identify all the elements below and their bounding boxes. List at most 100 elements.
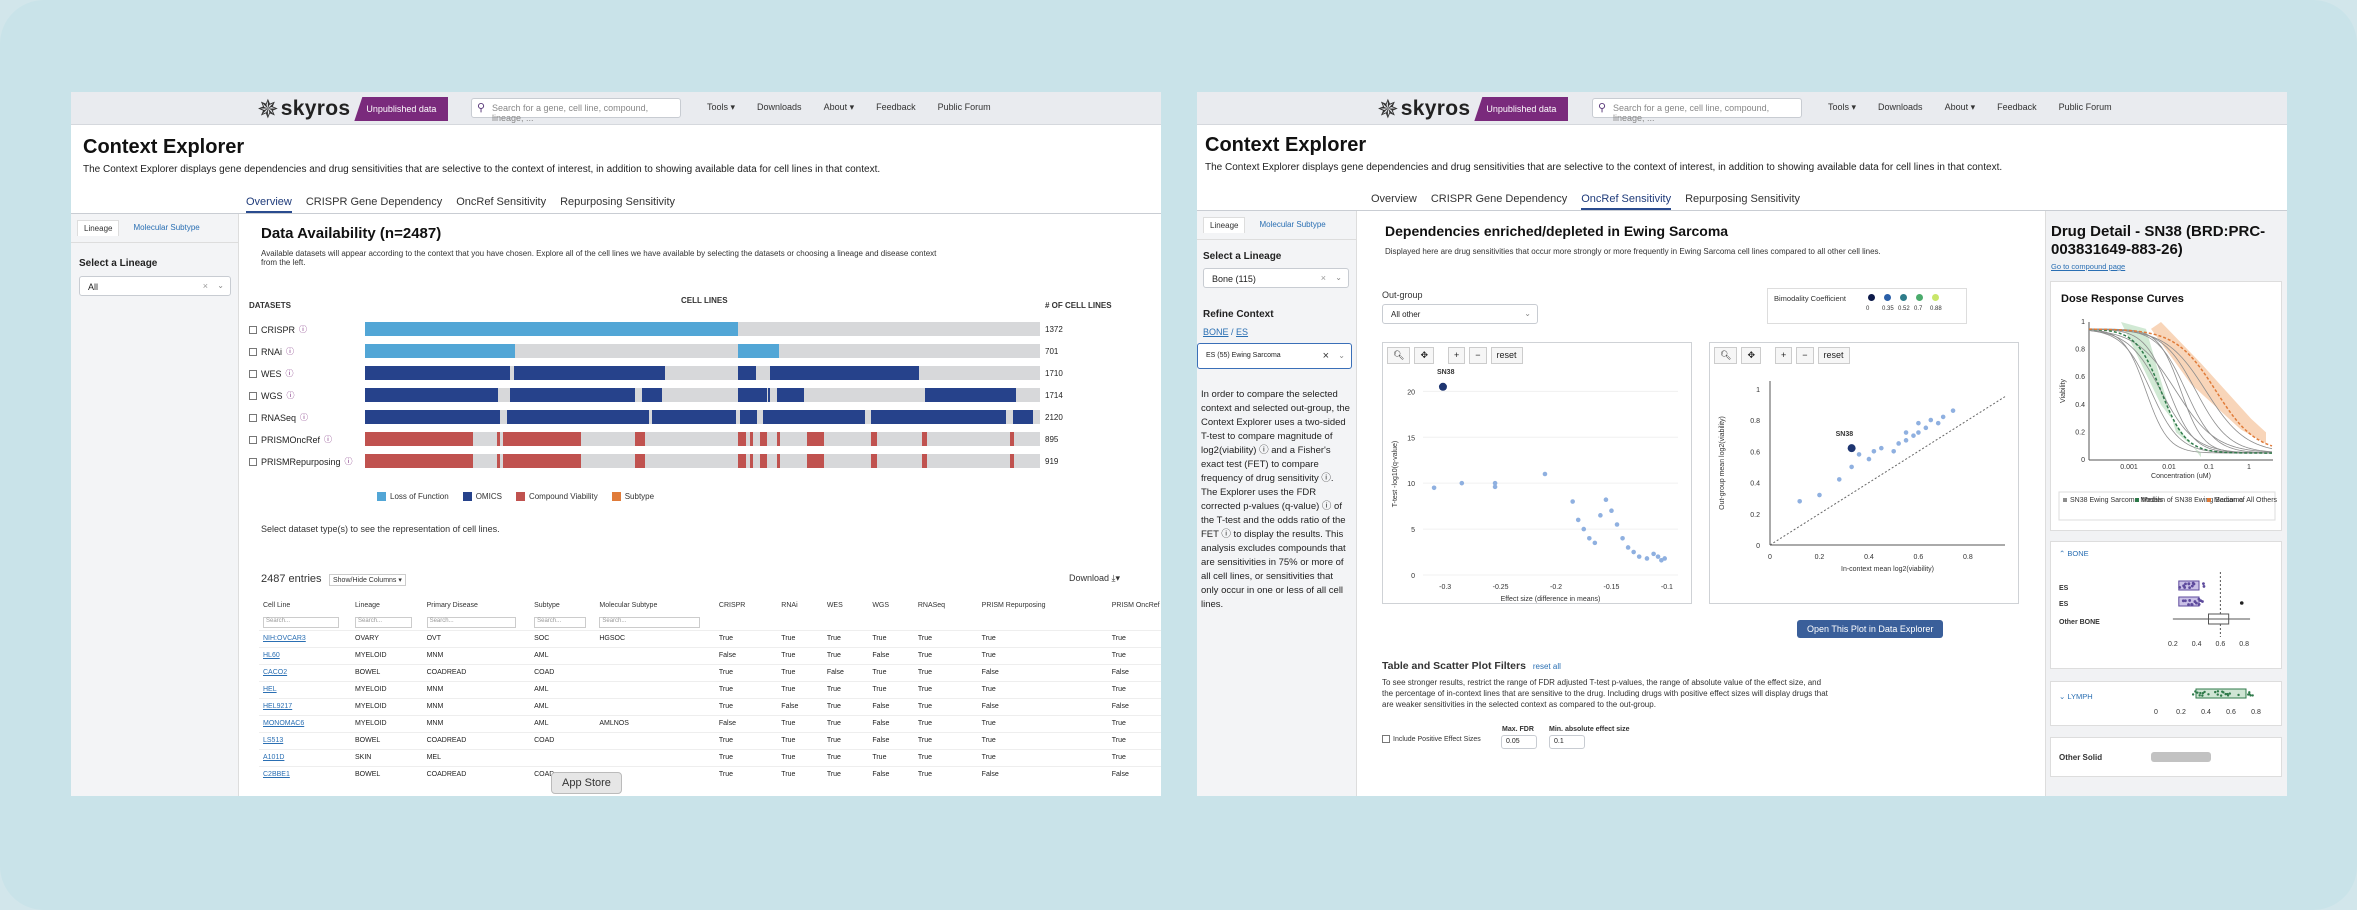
brand-logo[interactable]: ✵ skyros Unpublished data: [257, 96, 448, 122]
sidebar-tab-lineage[interactable]: Lineage: [77, 220, 119, 236]
volcano-plot[interactable]: 🔍︎ ✥ + − reset -0.3 -0.25 -0.2 -0.15 -0.1 0 5 10 1…: [1382, 342, 1692, 604]
max-fdr-input[interactable]: 0.05: [1501, 735, 1537, 749]
zoom-icon[interactable]: 🔍︎: [1387, 347, 1410, 364]
breadcrumb-es[interactable]: ES: [1236, 327, 1248, 337]
nav-downloads[interactable]: Downloads: [757, 102, 802, 113]
tab-oncref[interactable]: OncRef Sensitivity: [1581, 193, 1671, 210]
dataset-checkbox-wgs[interactable]: WGS ⓘ: [249, 390, 295, 401]
nav-tools[interactable]: Tools ▾: [707, 102, 735, 113]
column-search-input[interactable]: Search...: [263, 617, 339, 628]
column-header[interactable]: Lineage: [351, 595, 423, 615]
column-header[interactable]: WGS: [868, 595, 914, 615]
bone-section-toggle[interactable]: ⌃ BONE: [2059, 549, 2089, 558]
column-header[interactable]: WES: [823, 595, 869, 615]
nav-forum[interactable]: Public Forum: [2059, 102, 2112, 113]
column-header[interactable]: RNASeq: [914, 595, 978, 615]
dataset-checkbox-crispr[interactable]: CRISPR ⓘ: [249, 324, 307, 335]
outgroup-select[interactable]: All other ⌄: [1382, 304, 1538, 324]
tab-overview[interactable]: Overview: [246, 196, 292, 213]
cell-line-link[interactable]: HEL: [259, 681, 351, 698]
pan-icon[interactable]: ✥: [1414, 347, 1434, 364]
zoom-out-button[interactable]: −: [1796, 347, 1813, 364]
checkbox[interactable]: [249, 370, 257, 378]
brand-logo[interactable]: ✵ skyros Unpublished data: [1377, 96, 1568, 122]
column-header[interactable]: RNAi: [777, 595, 823, 615]
clear-icon[interactable]: ×: [1323, 350, 1329, 362]
viability-scatter[interactable]: 🔍︎ ✥ + − reset 0 0.2 0.4 0.6 0.8 0 0.2 0.4 0.6 0.8 1…: [1709, 342, 2019, 604]
info-icon[interactable]: ⓘ: [286, 346, 294, 357]
table-row[interactable]: HL60 MYELOID MNM AML False True True False True T…: [259, 647, 1161, 664]
table-row[interactable]: NIH:OVCAR3 OVARY OVT SOC HGSOC True True True Tr…: [259, 630, 1161, 647]
reset-button[interactable]: reset: [1818, 347, 1850, 364]
table-row[interactable]: HEL MYELOID MNM AML True True True True True True…: [259, 681, 1161, 698]
lineage-select[interactable]: Bone (115) × ⌄: [1203, 268, 1349, 288]
download-button[interactable]: Download ⤓▾: [1069, 573, 1120, 584]
dataset-checkbox-prismoncref[interactable]: PRISMOncRef ⓘ: [249, 434, 332, 445]
checkbox[interactable]: [249, 392, 257, 400]
sidebar-tab-subtype[interactable]: Molecular Subtype: [133, 220, 199, 236]
sidebar-tab-subtype[interactable]: Molecular Subtype: [1259, 217, 1325, 233]
min-effect-input[interactable]: 0.1: [1549, 735, 1585, 749]
table-row[interactable]: A101D SKIN MEL True True True True True True True: [259, 749, 1161, 766]
nav-feedback[interactable]: Feedback: [1997, 102, 2037, 113]
dataset-checkbox-wes[interactable]: WES ⓘ: [249, 368, 294, 379]
cell-line-link[interactable]: A101D: [259, 749, 351, 766]
nav-about[interactable]: About ▾: [824, 102, 855, 113]
chevron-down-icon[interactable]: ⌄: [1335, 273, 1342, 282]
cell-line-link[interactable]: LS513: [259, 732, 351, 749]
nav-about[interactable]: About ▾: [1945, 102, 1976, 113]
include-positive-checkbox[interactable]: Include Positive Effect Sizes: [1382, 735, 1481, 743]
open-data-explorer-button[interactable]: Open This Plot in Data Explorer: [1797, 620, 1943, 638]
table-row[interactable]: LS513 BOWEL COADREAD COAD True True True False T…: [259, 732, 1161, 749]
cell-line-link[interactable]: NIH:OVCAR3: [259, 630, 351, 647]
search-input[interactable]: ⚲ Search for a gene, cell line, compound…: [471, 98, 681, 118]
info-icon[interactable]: ⓘ: [286, 368, 294, 379]
checkbox[interactable]: [249, 458, 257, 466]
show-hide-columns-button[interactable]: Show/Hide Columns ▾: [329, 574, 406, 586]
search-input[interactable]: ⚲ Search for a gene, cell line, compound…: [1592, 98, 1802, 118]
tab-repurposing[interactable]: Repurposing Sensitivity: [1685, 193, 1800, 210]
cell-line-link[interactable]: CACO2: [259, 664, 351, 681]
sidebar-tab-lineage[interactable]: Lineage: [1203, 217, 1245, 233]
column-header[interactable]: PRISM Repurposing: [978, 595, 1108, 615]
column-header[interactable]: PRISM OncRef: [1108, 595, 1161, 615]
table-row[interactable]: CACO2 BOWEL COADREAD COAD True True False True T…: [259, 664, 1161, 681]
checkbox[interactable]: [249, 326, 257, 334]
tab-crispr[interactable]: CRISPR Gene Dependency: [1431, 193, 1567, 210]
checkbox[interactable]: [249, 414, 257, 422]
tab-crispr[interactable]: CRISPR Gene Dependency: [306, 196, 442, 213]
info-icon[interactable]: ⓘ: [345, 456, 353, 467]
lineage-select[interactable]: All × ⌄: [79, 276, 231, 296]
column-search-input[interactable]: Search...: [534, 617, 586, 628]
column-header[interactable]: Subtype: [530, 595, 595, 615]
column-search-input[interactable]: Search...: [427, 617, 517, 628]
lymph-section-toggle[interactable]: ⌄ LYMPH: [2059, 692, 2093, 701]
zoom-icon[interactable]: 🔍︎: [1714, 347, 1737, 364]
tab-overview[interactable]: Overview: [1371, 193, 1417, 210]
zoom-in-button[interactable]: +: [1448, 347, 1465, 364]
table-row[interactable]: MONOMAC6 MYELOID MNM AML AMLNOS False True True…: [259, 715, 1161, 732]
reset-all-link[interactable]: reset all: [1533, 662, 1561, 671]
tab-repurposing[interactable]: Repurposing Sensitivity: [560, 196, 675, 213]
table-row[interactable]: HEL9217 MYELOID MNM AML True False True False Tr…: [259, 698, 1161, 715]
dataset-checkbox-rnaseq[interactable]: RNASeq ⓘ: [249, 412, 308, 423]
app-store-tooltip[interactable]: App Store: [551, 772, 622, 794]
cell-line-link[interactable]: MONOMAC6: [259, 715, 351, 732]
cell-line-link[interactable]: HEL9217: [259, 698, 351, 715]
context-select[interactable]: ES (55) Ewing Sarcoma × ⌄: [1197, 343, 1352, 369]
table-row[interactable]: C2BBE1 BOWEL COADREAD COAD True True True False…: [259, 766, 1161, 783]
nav-forum[interactable]: Public Forum: [938, 102, 991, 113]
checkbox[interactable]: [249, 348, 257, 356]
cell-line-link[interactable]: HL60: [259, 647, 351, 664]
compound-page-link[interactable]: Go to compound page: [2051, 262, 2125, 271]
zoom-out-button[interactable]: −: [1469, 347, 1486, 364]
column-header[interactable]: Molecular Subtype: [595, 595, 715, 615]
pan-icon[interactable]: ✥: [1741, 347, 1761, 364]
clear-icon[interactable]: ×: [1321, 273, 1326, 283]
column-header[interactable]: Primary Disease: [423, 595, 531, 615]
nav-downloads[interactable]: Downloads: [1878, 102, 1923, 113]
info-icon[interactable]: ⓘ: [324, 434, 332, 445]
column-header[interactable]: Cell Line: [259, 595, 351, 615]
chevron-down-icon[interactable]: ⌄: [1338, 351, 1345, 360]
chevron-down-icon[interactable]: ⌄: [217, 281, 224, 290]
